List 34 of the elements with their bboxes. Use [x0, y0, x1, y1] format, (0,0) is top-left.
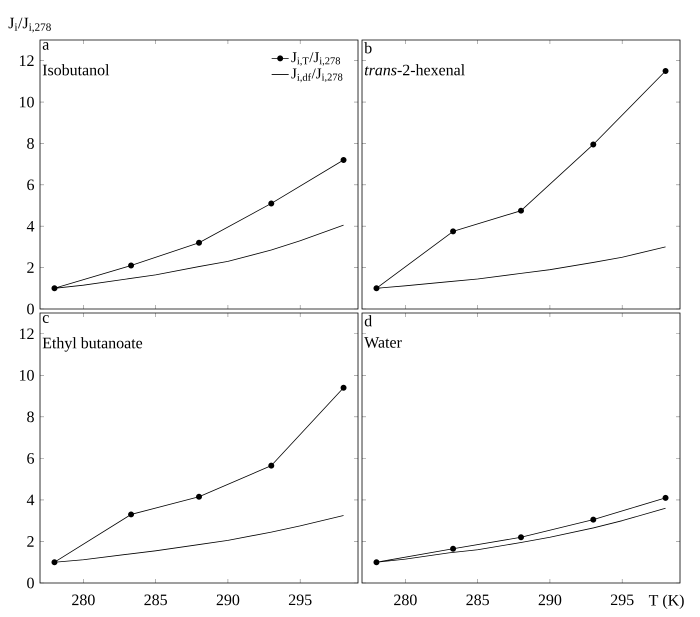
annotation: c: [42, 315, 49, 323]
annotation: Isobutanol: [42, 64, 110, 76]
y-tick-label: 12: [20, 55, 34, 66]
y-tick-label: 6: [27, 453, 34, 464]
legend-label: J$_{i,df}$/J$_{i,278}$: [291, 68, 342, 82]
y-tick-label: 0: [27, 304, 34, 314]
x-tick-label: 280: [394, 594, 417, 606]
annotation: Ethyl butanoate: [42, 337, 142, 352]
y-tick-label: 8: [27, 138, 34, 149]
y-axis-title: J$_{i}$/J$_{i,278}$: [8, 18, 51, 32]
y-tick-label: 4: [26, 494, 34, 506]
y-tick-label: 2: [27, 536, 34, 547]
annotation: a: [42, 42, 50, 50]
y-tick-label: 10: [20, 370, 34, 381]
y-tick-label: 0: [27, 578, 34, 588]
x-tick-label: 285: [466, 594, 489, 606]
annotation: d: [364, 315, 372, 326]
x-tick-label: 290: [216, 594, 240, 606]
x-tick-label: 280: [72, 594, 95, 606]
y-tick-label: 6: [27, 179, 34, 190]
x-axis-title: T (K): [648, 594, 684, 609]
legend-label: J$_{i,T}$/J$_{i,278}$: [291, 52, 340, 66]
x-tick-label: 295: [288, 594, 312, 606]
y-tick-label: 4: [26, 220, 34, 232]
y-tick-label: 10: [20, 96, 34, 108]
y-tick-label: 8: [27, 411, 34, 422]
x-tick-label: 295: [610, 594, 634, 606]
annotation: Water: [364, 337, 402, 348]
y-tick-label: 2: [27, 262, 34, 273]
x-tick-label: 290: [538, 594, 562, 606]
annotation: trans-2-hexenal: [364, 64, 465, 76]
annotation: b: [364, 42, 372, 54]
x-tick-label: 285: [144, 594, 167, 606]
y-tick-label: 12: [20, 328, 34, 340]
